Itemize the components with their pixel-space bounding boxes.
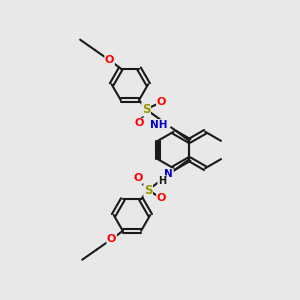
- Text: N: N: [164, 169, 173, 179]
- Text: H: H: [158, 176, 166, 186]
- Text: O: O: [105, 55, 114, 65]
- Text: O: O: [107, 234, 116, 244]
- Text: S: S: [142, 103, 150, 116]
- Text: O: O: [157, 193, 166, 203]
- Text: NH: NH: [150, 120, 167, 130]
- Text: O: O: [157, 97, 166, 107]
- Text: O: O: [135, 118, 144, 128]
- Text: O: O: [133, 173, 142, 183]
- Text: S: S: [144, 184, 152, 196]
